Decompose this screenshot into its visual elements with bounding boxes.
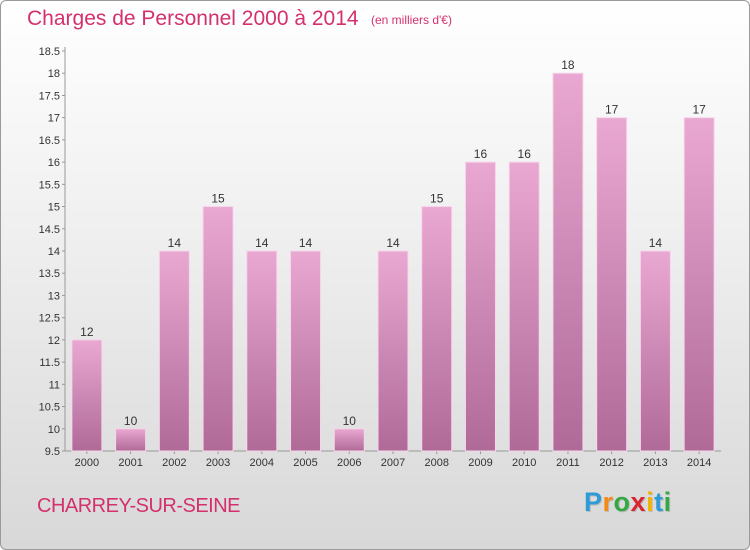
x-tick-label: 2003 (206, 457, 230, 469)
value-label: 10 (343, 414, 357, 428)
y-tick-label: 13.5 (39, 268, 60, 280)
logo-letter: i (663, 487, 672, 517)
bar-2006 (333, 428, 365, 452)
y-tick-label: 12 (48, 335, 60, 347)
bar-2007 (377, 250, 409, 452)
unit-note: (en milliers d'€) (371, 13, 452, 27)
value-label: 15 (430, 192, 444, 206)
bar-2011 (552, 72, 584, 452)
value-label: 18 (561, 58, 575, 72)
value-label: 14 (255, 236, 269, 250)
y-tick-label: 9.5 (45, 446, 60, 458)
bar-2000 (71, 339, 103, 452)
y-tick-label: 18.5 (39, 46, 60, 58)
y-tick-label: 13 (48, 290, 60, 302)
y-tick-label: 16 (48, 157, 60, 169)
x-tick-label: 2004 (250, 457, 274, 469)
y-tick-label: 18 (48, 68, 60, 80)
x-tick-label: 2007 (381, 457, 405, 469)
y-tick-label: 17 (48, 113, 60, 125)
x-tick-label: 2011 (556, 457, 580, 469)
x-tick-label: 2000 (75, 457, 99, 469)
value-label: 14 (168, 236, 182, 250)
logo-letter: r (602, 487, 614, 517)
proxiti-logo: Proxiti (584, 487, 672, 518)
y-tick-label: 10 (48, 424, 60, 436)
x-tick-label: 2009 (468, 457, 492, 469)
logo-letter: x (630, 487, 647, 517)
logo-letter: o (613, 487, 631, 517)
value-label: 10 (124, 414, 138, 428)
y-tick-label: 12.5 (39, 313, 60, 325)
x-tick-label: 2002 (162, 457, 186, 469)
x-tick-label: 2008 (424, 457, 448, 469)
bar-2013 (639, 250, 671, 452)
bar-2012 (596, 117, 628, 452)
y-tick-label: 11 (49, 379, 60, 391)
y-tick-label: 15 (48, 202, 60, 214)
x-tick-label: 2001 (118, 457, 142, 469)
bar-2009 (464, 161, 496, 452)
value-label: 15 (211, 192, 225, 206)
bar-2010 (508, 161, 540, 452)
y-tick-label: 14.5 (39, 224, 60, 236)
y-tick-label: 11.5 (39, 357, 60, 369)
chart-title: Charges de Personnel 2000 à 2014 (27, 7, 359, 30)
bar-2008 (421, 206, 453, 452)
y-tick-label: 16.5 (39, 135, 60, 147)
bar-2004 (246, 250, 278, 452)
value-label: 17 (605, 103, 619, 117)
bar-2001 (115, 428, 147, 452)
value-label: 12 (80, 325, 94, 339)
y-tick-label: 14 (48, 246, 60, 258)
logo-letter: t (654, 487, 664, 517)
x-tick-label: 2012 (599, 457, 623, 469)
value-label: 16 (518, 147, 532, 161)
bar-2002 (158, 250, 190, 452)
commune-name: CHARREY-SUR-SEINE (37, 495, 241, 517)
value-label: 14 (299, 236, 313, 250)
x-tick-label: 2013 (643, 457, 667, 469)
value-label: 17 (692, 103, 706, 117)
logo-letter: P (584, 487, 603, 517)
bar-2003 (202, 206, 234, 452)
value-label: 14 (649, 236, 663, 250)
value-label: 16 (474, 147, 488, 161)
x-tick-label: 2014 (687, 457, 711, 469)
bar-2005 (290, 250, 322, 452)
y-tick-label: 15.5 (39, 179, 60, 191)
bar-2014 (683, 117, 715, 452)
value-label: 14 (386, 236, 400, 250)
x-tick-label: 2010 (512, 457, 536, 469)
x-tick-label: 2005 (293, 457, 317, 469)
x-tick-label: 2006 (337, 457, 361, 469)
y-tick-label: 10.5 (39, 402, 60, 414)
y-tick-label: 17.5 (39, 90, 60, 102)
logo-letter: i (646, 487, 655, 517)
